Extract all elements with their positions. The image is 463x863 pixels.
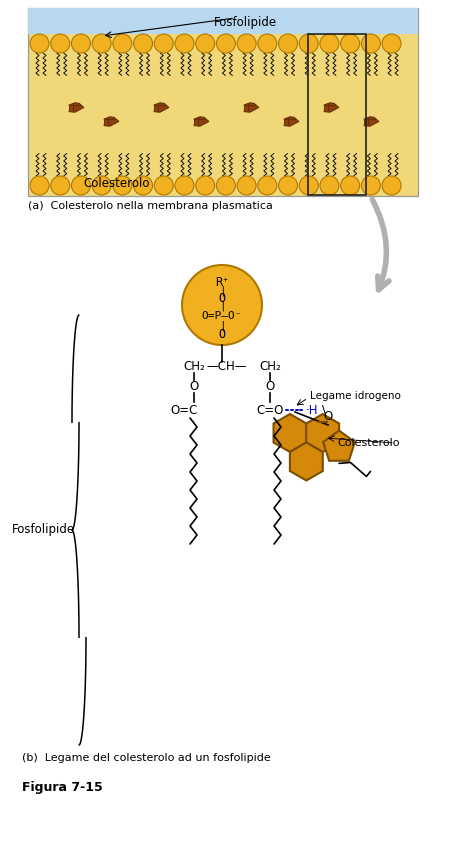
Polygon shape [244, 103, 259, 112]
Circle shape [258, 176, 277, 195]
Circle shape [133, 34, 152, 53]
Polygon shape [194, 117, 209, 126]
Text: |: | [219, 300, 225, 312]
Circle shape [196, 34, 215, 53]
Text: C=O: C=O [257, 404, 284, 417]
Text: Fosfolipide: Fosfolipide [213, 16, 276, 29]
Text: R⁺: R⁺ [215, 276, 229, 289]
Text: Fosfolipide: Fosfolipide [12, 524, 75, 537]
Text: \: \ [322, 404, 326, 417]
Circle shape [361, 34, 381, 53]
Polygon shape [284, 117, 299, 126]
Text: (a)  Colesterolo nella membrana plasmatica: (a) Colesterolo nella membrana plasmatic… [28, 201, 273, 211]
Circle shape [320, 34, 339, 53]
Circle shape [341, 176, 360, 195]
Circle shape [30, 176, 49, 195]
Bar [308, 34, 366, 195]
Text: O: O [189, 381, 199, 394]
Circle shape [71, 34, 90, 53]
Polygon shape [364, 117, 379, 126]
Circle shape [154, 34, 173, 53]
Polygon shape [69, 103, 84, 112]
Polygon shape [154, 103, 169, 112]
Bar [28, 8, 418, 34]
Text: O=P—O⁻: O=P—O⁻ [202, 311, 242, 321]
Circle shape [113, 176, 132, 195]
Circle shape [299, 176, 318, 195]
Text: |: | [219, 286, 225, 296]
Circle shape [154, 176, 173, 195]
Text: O: O [219, 292, 225, 305]
Circle shape [216, 176, 235, 195]
Bar [28, 8, 418, 196]
Circle shape [175, 34, 194, 53]
Text: (b)  Legame del colesterolo ad un fosfolipide: (b) Legame del colesterolo ad un fosfoli… [22, 753, 271, 763]
Text: Legame idrogeno: Legame idrogeno [310, 391, 401, 401]
Text: |: | [219, 321, 225, 331]
Circle shape [382, 176, 401, 195]
Text: O: O [323, 411, 332, 424]
Circle shape [382, 34, 401, 53]
Polygon shape [306, 414, 339, 452]
Circle shape [361, 176, 381, 195]
Polygon shape [290, 443, 323, 481]
Circle shape [182, 265, 262, 345]
Text: ·H: ·H [306, 404, 319, 417]
Text: O: O [265, 381, 275, 394]
Circle shape [92, 176, 111, 195]
Circle shape [320, 176, 339, 195]
Text: Colesterolo: Colesterolo [338, 438, 400, 448]
Circle shape [113, 34, 132, 53]
Circle shape [341, 34, 360, 53]
Circle shape [51, 176, 70, 195]
Circle shape [196, 176, 215, 195]
Circle shape [30, 34, 49, 53]
Polygon shape [323, 431, 355, 461]
Circle shape [299, 34, 318, 53]
Circle shape [51, 34, 70, 53]
Circle shape [216, 34, 235, 53]
Circle shape [258, 34, 277, 53]
Circle shape [133, 176, 152, 195]
Text: CH₂: CH₂ [259, 361, 281, 374]
Text: Colesterolo: Colesterolo [83, 177, 150, 190]
Polygon shape [104, 117, 119, 126]
Text: O: O [219, 327, 225, 341]
Circle shape [71, 176, 90, 195]
Text: O=C: O=C [170, 404, 198, 417]
Circle shape [175, 176, 194, 195]
Circle shape [279, 176, 298, 195]
Circle shape [279, 34, 298, 53]
Text: CH₂: CH₂ [183, 361, 205, 374]
Polygon shape [324, 103, 339, 112]
Circle shape [92, 34, 111, 53]
Circle shape [237, 34, 256, 53]
Text: Figura 7-15: Figura 7-15 [22, 781, 103, 794]
Polygon shape [274, 414, 307, 452]
Circle shape [237, 176, 256, 195]
Text: —CH—: —CH— [207, 361, 247, 374]
